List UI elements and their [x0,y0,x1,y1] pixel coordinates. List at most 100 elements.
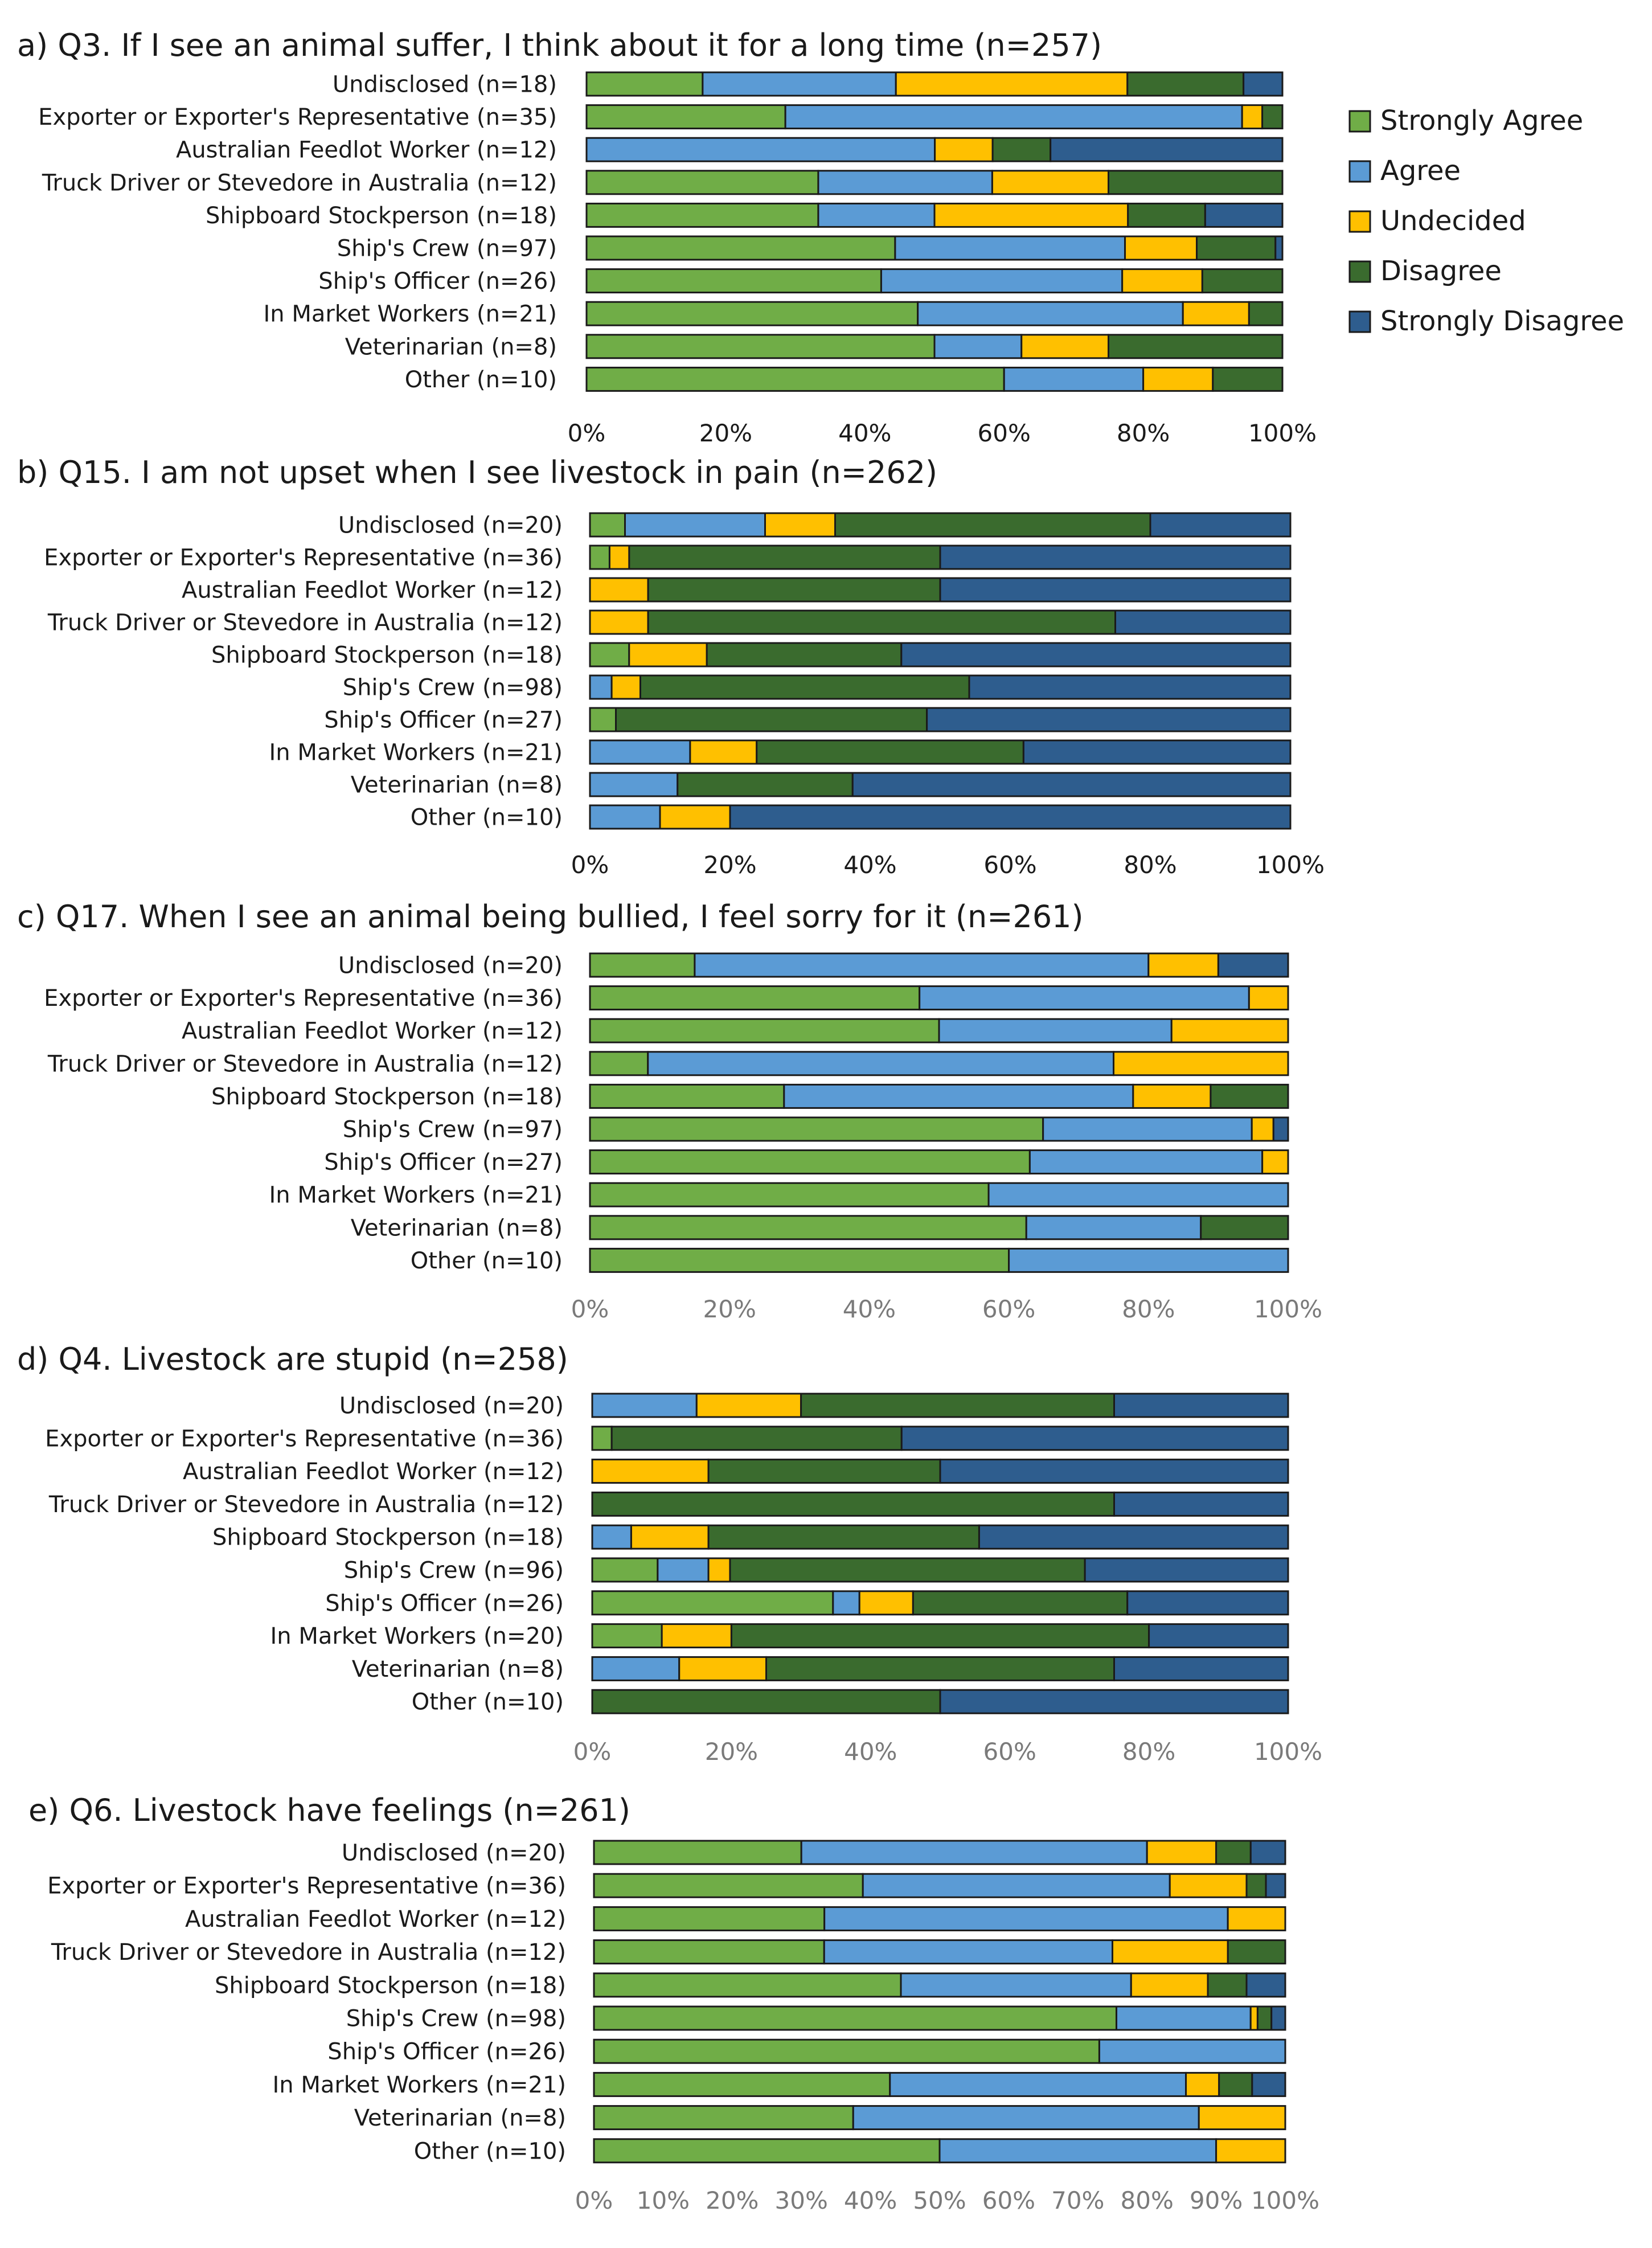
panel-a-bar-0-undecided [895,71,1129,97]
panel-d-bar-0-undecided [695,1393,802,1418]
panel-d-x-tick-40: 40% [844,1738,897,1766]
panel-a-bar-4-strongly-disagree [1204,202,1284,228]
panel-e-bar-1-disagree [1245,1873,1267,1898]
panel-e-x-tick-90: 90% [1190,2186,1243,2214]
panel-b-x-tick-40: 40% [843,851,896,879]
panel-e-category-label-6: Ship's Officer (n=26) [327,2039,566,2065]
panel-b-bar-1-disagree [628,544,941,570]
panel-b-bar-6-strongly-disagree [926,707,1292,732]
panel-a-bar-7-disagree [1248,301,1284,326]
panel-e-title: e) Q6. Livestock have feelings (n=261) [28,1792,630,1828]
panel-c-category-label-1: Exporter or Exporter's Representative (n… [44,985,563,1012]
panel-e-bar-7-agree [889,2071,1187,2097]
panel-e-bar-5-agree [1115,2005,1252,2031]
panel-b-bar-6-strongly-agree [589,707,617,732]
panel-e-bar-5-undecided [1249,2005,1259,2031]
panel-e-category-label-4: Shipboard Stockperson (n=18) [215,1972,566,1999]
legend: Strongly Agree Agree Undecided Disagree … [1348,105,1624,337]
panel-c-bar-3-strongly-agree [589,1051,649,1076]
panel-e-bar-8-strongly-agree [593,2105,854,2131]
panel-c-bar-0-strongly-disagree [1217,952,1289,978]
legend-swatch-strongly-agree [1348,110,1371,133]
panel-b-x-tick-80: 80% [1124,851,1177,879]
panel-b-bar-0-disagree [834,512,1151,538]
panel-e-bar-0-undecided [1146,1840,1218,1865]
panel-c-bar-2-undecided [1170,1018,1289,1043]
panel-e-category-label-5: Ship's Crew (n=98) [346,2006,566,2032]
panel-a-bar-9-undecided [1142,366,1214,392]
panel-e-bar-3-undecided [1112,1939,1229,1965]
panel-d-x-tick-0: 0% [573,1738,612,1766]
panel-a-bar-1-disagree [1261,104,1284,130]
panel-d-bar-7-strongly-agree [591,1623,663,1649]
panel-a-bar-5-disagree [1196,235,1277,261]
panel-c-bar-8-strongly-agree [589,1215,1027,1240]
panel-a-bar-5-strongly-disagree [1274,235,1284,261]
panel-d-plot: Undisclosed (n=20) Exporter or Exporter's… [45,1393,1322,1766]
panel-e-category-label-0: Undisclosed (n=20) [342,1840,566,1866]
panel-c-x-tick-0: 0% [571,1295,609,1323]
panel-c-bar-4-disagree [1210,1083,1289,1109]
panel-c-category-label-9: Other (n=10) [411,1248,563,1274]
panel-b-bar-3-disagree [647,609,1116,635]
panel-a-category-label-8: Veterinarian (n=8) [345,334,557,360]
panel-c-x-tick-40: 40% [843,1295,896,1323]
panel-b-x-tick-100: 100% [1256,851,1325,879]
panel-b-bar-8-agree [589,772,679,797]
panel-d-bar-0-strongly-disagree [1113,1393,1289,1418]
panel-c-bar-3-agree [647,1051,1115,1076]
panel-d-category-label-4: Shipboard Stockperson (n=18) [212,1525,564,1551]
panel-a-bar-1-undecided [1241,104,1264,130]
panel-e-x-tick-70: 70% [1051,2186,1104,2214]
panel-e-bar-1-strongly-disagree [1265,1873,1286,1898]
panel-a-bar-8-disagree [1108,334,1284,359]
panel-b-category-label-7: In Market Workers (n=21) [269,740,563,766]
panel-a-category-label-0: Undisclosed (n=18) [333,72,557,98]
panel-a-bar-5-agree [894,235,1126,261]
panel-c-category-label-7: In Market Workers (n=21) [269,1182,563,1209]
panel-e-plot: Undisclosed (n=20) Exporter or Exporter's… [47,1840,1319,2214]
panel-e-x-tick-40: 40% [844,2186,897,2214]
panel-d-bar-7-strongly-disagree [1148,1623,1289,1649]
panel-a-bar-7-undecided [1182,301,1250,326]
panel-d-bar-8-undecided [678,1656,767,1681]
legend-swatch-agree [1348,160,1371,183]
panel-e-bar-0-strongly-agree [593,1840,802,1865]
panel-a-category-label-5: Ship's Crew (n=97) [337,236,557,262]
panel-e-category-label-7: In Market Workers (n=21) [272,2072,566,2098]
panel-c-bar-0-agree [694,952,1150,978]
panel-e-x-tick-100: 100% [1251,2186,1319,2214]
panel-c-category-label-8: Veterinarian (n=8) [351,1215,563,1241]
panel-d-bar-2-disagree [707,1459,941,1484]
panel-a-x-tick-80: 80% [1117,419,1170,447]
panel-e-category-label-3: Truck Driver or Stevedore in Australia (… [51,1939,566,1966]
panel-b-bar-4-strongly-disagree [900,642,1292,668]
panel-b-bar-3-strongly-disagree [1114,609,1292,635]
panel-e-bar-8-agree [852,2105,1200,2131]
legend-swatch-strongly-disagree [1348,310,1371,333]
panel-c-x-tick-100: 100% [1254,1295,1322,1323]
panel-b-bar-4-strongly-agree [589,642,630,668]
panel-d-bar-6-agree [832,1590,860,1616]
panel-c-category-label-3: Truck Driver or Stevedore in Australia (… [47,1051,563,1077]
legend-label-strongly-disagree: Strongly Disagree [1380,305,1624,337]
panel-b-category-label-0: Undisclosed (n=20) [338,513,563,539]
panel-e-bar-4-agree [900,1972,1132,1998]
panel-e-bar-1-strongly-agree [593,1873,864,1898]
panel-b-bar-4-disagree [706,642,903,668]
panel-a-bar-3-disagree [1108,170,1284,195]
panel-d-bar-6-undecided [858,1590,914,1616]
panel-c-category-label-2: Australian Feedlot Worker (n=12) [182,1018,563,1045]
panel-e-bar-5-disagree [1256,2005,1273,2031]
panel-a-bar-2-undecided [934,137,994,162]
panel-b-title: b) Q15. I am not upset when I see livest… [17,454,937,490]
panel-d-category-label-0: Undisclosed (n=20) [339,1393,564,1419]
panel-d-bar-8-agree [591,1656,681,1681]
panel-c-bar-4-agree [783,1083,1134,1109]
panel-d-category-label-9: Other (n=10) [412,1689,564,1715]
panel-b-bar-5-agree [589,674,613,700]
panel-d-bar-4-disagree [707,1524,980,1550]
panel-a-bar-0-disagree [1126,71,1245,97]
legend-item-agree: Agree [1348,155,1461,187]
panel-d-x-tick-80: 80% [1122,1738,1175,1766]
